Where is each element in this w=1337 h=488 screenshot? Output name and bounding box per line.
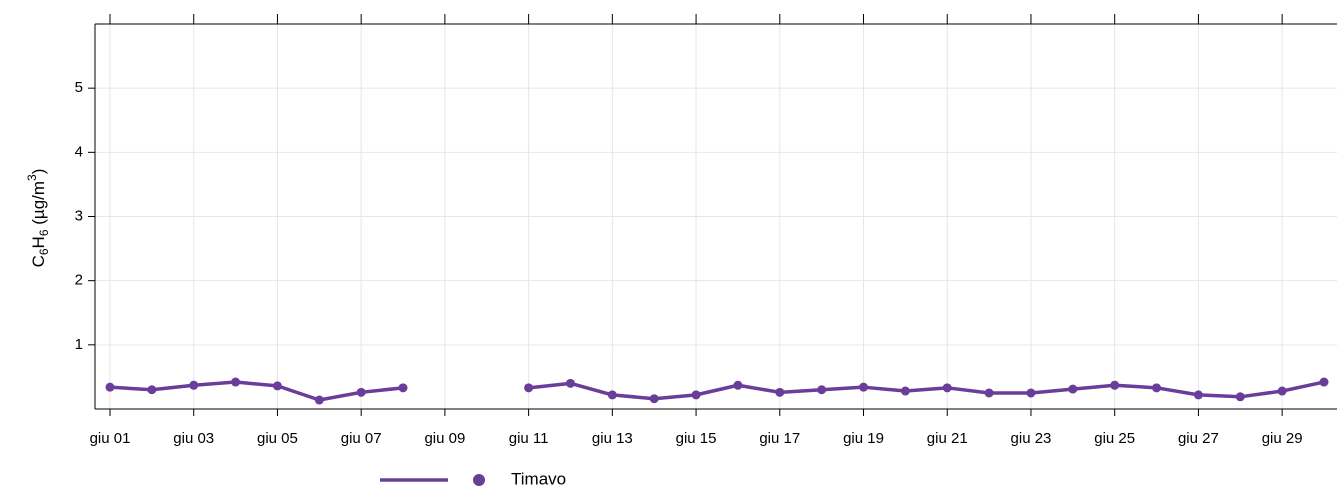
y-tick-label: 2 bbox=[75, 272, 83, 289]
x-tick-label: giu 25 bbox=[1094, 430, 1135, 447]
data-point bbox=[1235, 392, 1245, 402]
y-label-part: ) bbox=[29, 169, 48, 175]
x-tick-label: giu 15 bbox=[676, 430, 717, 447]
data-point bbox=[1319, 377, 1329, 387]
y-label-part: C bbox=[29, 255, 48, 267]
data-point bbox=[775, 387, 785, 397]
data-point bbox=[1193, 390, 1203, 400]
data-point bbox=[607, 390, 617, 400]
x-tick-label: giu 29 bbox=[1262, 430, 1303, 447]
data-point bbox=[147, 385, 157, 395]
data-point bbox=[231, 377, 241, 387]
legend-dot bbox=[473, 474, 485, 486]
data-point bbox=[398, 383, 408, 393]
data-point bbox=[1068, 384, 1078, 394]
data-point bbox=[691, 390, 701, 400]
x-tick-label: giu 13 bbox=[592, 430, 633, 447]
legend-label: Timavo bbox=[511, 469, 566, 488]
data-point bbox=[733, 380, 743, 390]
data-point bbox=[356, 387, 366, 397]
y-tick-label: 3 bbox=[75, 207, 83, 224]
y-tick-label: 4 bbox=[75, 143, 83, 160]
series-line bbox=[109, 380, 1325, 402]
data-point bbox=[817, 385, 827, 395]
data-point bbox=[105, 382, 115, 392]
data-point bbox=[314, 395, 324, 405]
y-tick-label: 5 bbox=[75, 79, 83, 96]
x-tick-label: giu 19 bbox=[843, 430, 884, 447]
x-tick-label: giu 23 bbox=[1011, 430, 1052, 447]
data-point bbox=[859, 382, 869, 392]
data-point bbox=[189, 380, 199, 390]
y-tick-label: 1 bbox=[75, 336, 83, 353]
data-point bbox=[1026, 388, 1036, 398]
y-label-part: 6 bbox=[37, 248, 51, 255]
x-tick-label: giu 01 bbox=[90, 430, 131, 447]
data-point bbox=[1152, 383, 1162, 393]
data-point bbox=[900, 386, 910, 396]
data-point bbox=[524, 383, 534, 393]
x-tick-label: giu 09 bbox=[424, 430, 465, 447]
x-tick-label: giu 27 bbox=[1178, 430, 1219, 447]
x-tick-label: giu 07 bbox=[341, 430, 382, 447]
data-point bbox=[1110, 380, 1120, 390]
y-label-part: (µg/m bbox=[29, 181, 48, 230]
x-tick-label: giu 03 bbox=[173, 430, 214, 447]
y-label-part: H bbox=[29, 236, 48, 248]
data-point bbox=[942, 383, 952, 393]
data-point bbox=[1277, 386, 1287, 396]
data-point bbox=[984, 388, 994, 398]
x-tick-label: giu 05 bbox=[257, 430, 298, 447]
data-point bbox=[649, 394, 659, 404]
y-axis-label: C6H6 (µg/m3) bbox=[25, 169, 51, 268]
x-tick-label: giu 11 bbox=[509, 430, 549, 447]
x-tick-label: giu 21 bbox=[927, 430, 968, 447]
data-point bbox=[565, 378, 575, 388]
y-label-part: 6 bbox=[37, 229, 51, 236]
data-point bbox=[272, 381, 282, 391]
x-tick-label: giu 17 bbox=[759, 430, 800, 447]
y-label-part: 3 bbox=[25, 174, 39, 181]
